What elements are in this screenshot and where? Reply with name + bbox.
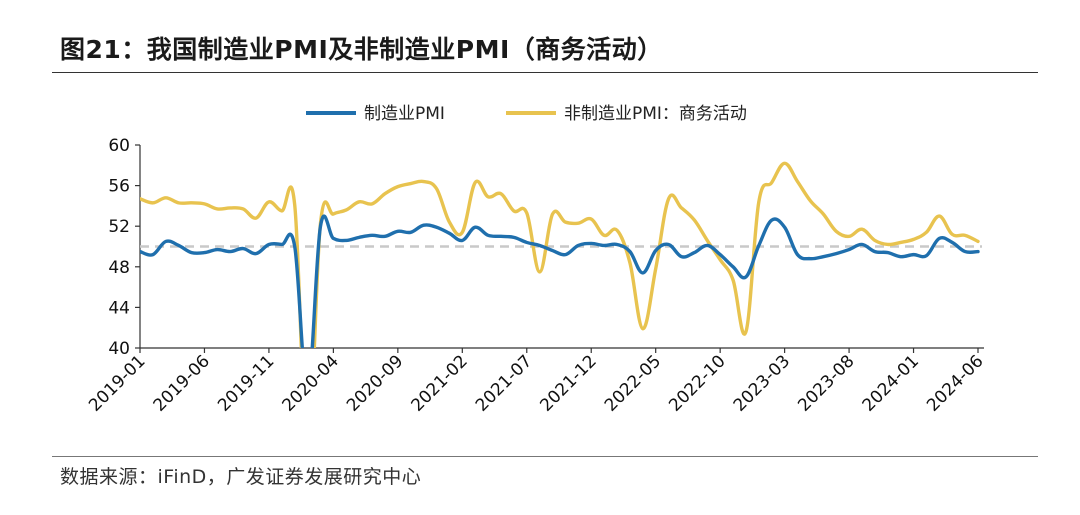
y-tick-label: 60 [108,136,130,156]
x-tick-label: 2024-06 [923,351,987,415]
y-tick-label: 56 [108,177,130,197]
title-divider [52,72,1038,73]
x-tick-label: 2019-01 [85,351,149,415]
x-tick-label: 2019-11 [214,351,278,415]
y-tick-label: 52 [108,217,130,237]
y-tick-label: 40 [108,339,130,359]
y-axis: 40 44 48 52 56 60 [108,136,141,359]
series-line-non-manufacturing-pmi [140,161,980,348]
plot-area [140,161,980,348]
x-tick-label: 2021-02 [407,351,471,415]
x-tick-label: 2023-03 [730,351,794,415]
source-divider [52,456,1038,457]
chart-legend: 制造业PMI 非制造业PMI：商务活动 [306,104,747,124]
x-tick-label: 2019-06 [150,351,214,415]
y-tick-label: 44 [108,298,130,318]
x-tick-label: 2020-09 [343,351,407,415]
x-tick-label: 2024-01 [859,351,923,415]
series-line-manufacturing-pmi [140,214,980,348]
x-tick-label: 2023-08 [794,351,858,415]
pmi-line-chart: 制造业PMI 非制造业PMI：商务活动 40 44 48 52 56 60 2019-01… [85,104,988,416]
x-tick-label: 2020-04 [279,351,343,415]
x-axis: 2019-01 2019-06 2019-11 2020-04 2020-09 2021-… [85,347,988,416]
x-tick-label: 2021-07 [472,351,536,415]
source-note: 数据来源：iFinD，广发证券发展研究中心 [60,466,422,488]
figure-title: 图21：我国制造业PMI及非制造业PMI（商务活动） [60,35,663,64]
y-tick-label: 48 [108,258,130,278]
x-tick-label: 2022-05 [601,351,665,415]
x-tick-label: 2021-12 [536,351,600,415]
x-tick-label: 2022-10 [665,351,729,415]
legend-label-manufacturing: 制造业PMI [364,104,445,124]
legend-label-non-manufacturing: 非制造业PMI：商务活动 [564,104,747,124]
